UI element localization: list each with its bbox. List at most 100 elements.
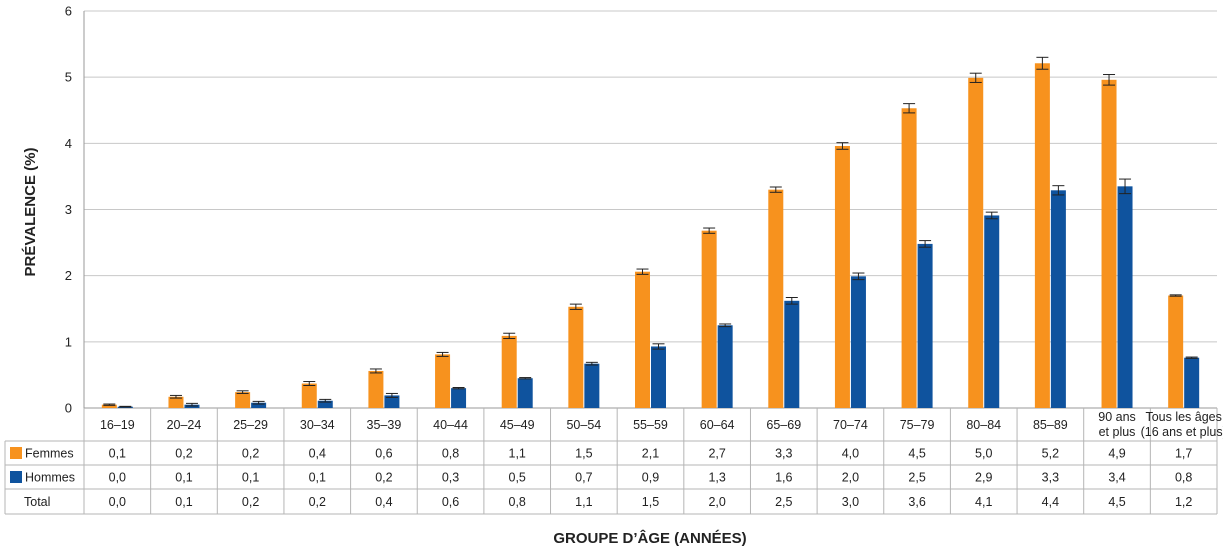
bar-hommes	[717, 325, 733, 408]
data-label-hommes: 1,3	[708, 471, 725, 485]
x-tick-label: 85–89	[1033, 418, 1068, 432]
x-tick-label: 60–64	[700, 418, 735, 432]
legend-label-total: Total	[24, 495, 50, 509]
error-bar-hommes	[519, 377, 532, 380]
data-table: 16–19 20–24 25–29 30–34 35–39 40–44 45–49 50–54…	[4, 408, 1223, 515]
error-bar-femmes	[503, 332, 516, 340]
x-tick-label: 20–24	[167, 418, 202, 432]
bar-femmes	[435, 354, 451, 408]
x-tick-label: 65–69	[766, 418, 801, 432]
error-bar-femmes	[369, 368, 382, 374]
data-label-hommes: 3,3	[1042, 471, 1059, 485]
x-tick-label: 16–19	[100, 418, 135, 432]
data-label-total: 1,2	[1175, 495, 1192, 509]
error-bar-femmes	[836, 142, 849, 150]
x-tick-label: 70–74	[833, 418, 868, 432]
data-label-total: 2,0	[708, 495, 725, 509]
error-bar-hommes	[852, 272, 865, 281]
data-label-hommes: 0,8	[1175, 471, 1192, 485]
error-bar-femmes	[703, 227, 716, 234]
data-label-femmes: 5,0	[975, 447, 992, 461]
bar-femmes	[901, 108, 917, 408]
error-bar-hommes	[919, 240, 932, 248]
data-label-total: 3,0	[842, 495, 859, 509]
data-label-total: 0,8	[509, 495, 526, 509]
data-label-hommes: 0,1	[175, 471, 192, 485]
x-tick-label: 80–84	[966, 418, 1001, 432]
x-tick-label: 45–49	[500, 418, 535, 432]
bar-femmes	[635, 271, 650, 408]
bar-hommes	[451, 388, 467, 408]
data-label-femmes: 4,0	[842, 447, 859, 461]
bar-femmes	[301, 383, 317, 408]
x-tick-label: 25–29	[233, 418, 268, 432]
legend-swatch-hommes	[10, 471, 22, 483]
data-label-total: 4,1	[975, 495, 992, 509]
error-bar-femmes	[1036, 56, 1049, 70]
data-label-total: 1,5	[642, 495, 659, 509]
data-label-hommes: 0,1	[242, 471, 259, 485]
error-bar-femmes	[303, 381, 316, 387]
bar-femmes	[968, 77, 984, 408]
data-label-hommes: 0,7	[575, 471, 592, 485]
data-label-total: 2,5	[775, 495, 792, 509]
error-bar-hommes	[1119, 178, 1132, 195]
bar-femmes	[568, 306, 584, 408]
data-label-hommes: 0,0	[109, 471, 126, 485]
bar-femmes	[101, 404, 117, 408]
y-tick-label: 4	[65, 136, 72, 151]
y-tick-label: 5	[65, 70, 72, 85]
error-bar-hommes	[119, 405, 132, 408]
error-bar-femmes	[969, 72, 982, 83]
data-label-total: 0,0	[109, 495, 126, 509]
x-tick-label: 30–34	[300, 418, 335, 432]
error-bar-hommes	[785, 297, 798, 305]
bar-hommes	[317, 400, 333, 408]
bar-femmes	[834, 145, 850, 409]
data-label-total: 0,2	[242, 495, 259, 509]
data-label-femmes: 0,2	[242, 447, 259, 461]
error-bars	[103, 56, 1198, 408]
bar-hommes	[384, 395, 400, 408]
bar-hommes	[1117, 186, 1133, 408]
bar-femmes	[235, 392, 251, 408]
bar-hommes	[584, 363, 600, 408]
legend-label-hommes: Hommes	[25, 471, 75, 485]
bar-femmes	[1034, 63, 1050, 408]
data-label-hommes: 0,9	[642, 471, 659, 485]
y-tick-label: 3	[65, 202, 72, 217]
y-axis-title: PRÉVALENCE (%)	[22, 148, 39, 277]
error-bar-femmes	[903, 103, 916, 114]
bar-hommes	[850, 276, 866, 408]
data-label-total: 0,4	[375, 495, 392, 509]
y-tick-label: 2	[65, 268, 72, 283]
bar-femmes	[768, 189, 784, 408]
error-bar-femmes	[236, 390, 249, 394]
y-axis-ticks: 0 1 2 3 4 5 6	[65, 4, 72, 416]
bar-hommes	[784, 300, 800, 408]
x-tick-label: 35–39	[367, 418, 402, 432]
data-label-total: 0,1	[175, 495, 192, 509]
error-bar-hommes	[252, 400, 265, 405]
bar-femmes	[1168, 295, 1184, 408]
data-label-total: 0,6	[442, 495, 459, 509]
data-label-femmes: 0,1	[109, 447, 126, 461]
error-bar-femmes	[169, 394, 182, 399]
data-label-hommes: 0,1	[309, 471, 326, 485]
data-label-femmes: 0,8	[442, 447, 459, 461]
data-label-femmes: 1,5	[575, 447, 592, 461]
bar-femmes	[168, 396, 184, 408]
gridlines	[83, 10, 1217, 409]
data-label-hommes: 0,3	[442, 471, 459, 485]
x-tick-label: 90 ans et plus	[1098, 410, 1136, 439]
data-label-hommes: 0,2	[375, 471, 392, 485]
bar-femmes	[1101, 79, 1117, 409]
error-bar-hommes	[652, 343, 665, 350]
legend-swatch-femmes	[10, 447, 22, 459]
error-bar-hommes	[385, 392, 398, 398]
data-label-total: 1,1	[575, 495, 592, 509]
error-bar-hommes	[319, 398, 332, 403]
legend-label-femmes: Femmes	[25, 447, 74, 461]
bar-hommes	[984, 215, 1000, 408]
